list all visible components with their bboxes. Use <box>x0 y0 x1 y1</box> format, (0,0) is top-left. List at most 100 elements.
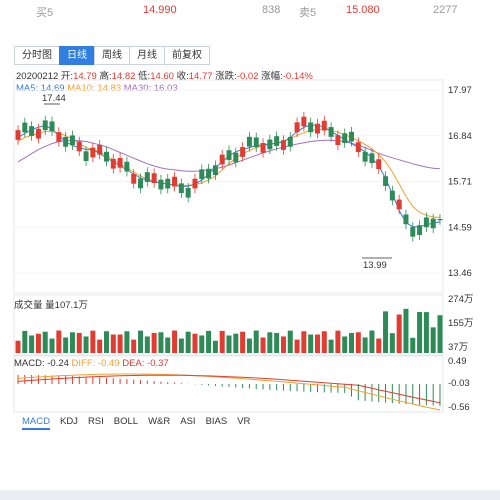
sell5-volume: 2277 <box>433 4 458 16</box>
y-tick-labels: 17.97 16.84 15.71 14.59 13.46 274万 155万 37万 0.49… <box>448 85 473 413</box>
volume-bar <box>430 327 436 353</box>
candle-body <box>417 225 423 235</box>
indicator-macd[interactable]: MACD <box>22 416 50 430</box>
candle-body <box>212 165 218 176</box>
y-tick-label: 13.46 <box>448 268 472 279</box>
candle-body <box>314 123 320 134</box>
volume-bar <box>172 330 178 353</box>
volume-bar <box>42 331 48 353</box>
candle-body <box>138 178 144 189</box>
volume-bar <box>369 330 375 353</box>
candle-body <box>69 135 75 146</box>
indicator-vr[interactable]: VR <box>237 416 251 427</box>
tab-daily[interactable]: 日线 <box>59 46 94 65</box>
volume-bar <box>158 332 164 353</box>
candle-body <box>151 173 157 184</box>
quote-row: 买5 14.990 838 卖5 15.080 2277 <box>0 0 500 20</box>
buy5-price: 14.990 <box>143 4 177 16</box>
indicator-boll[interactable]: BOLL <box>113 416 139 427</box>
candle-body <box>260 143 266 153</box>
candle-body <box>90 147 96 158</box>
volume-bar <box>178 338 184 353</box>
volume-bar <box>362 337 368 353</box>
candle-body <box>172 176 178 187</box>
candle-body <box>274 136 280 146</box>
volume-tick-label: 37万 <box>448 342 468 353</box>
volume-bar <box>383 311 389 353</box>
volume-bar <box>97 339 103 353</box>
volume-bar <box>15 340 21 353</box>
indicator-wr[interactable]: W&R <box>148 416 171 427</box>
sell5-price: 15.080 <box>346 4 380 16</box>
candle-body <box>294 122 300 133</box>
candle-body <box>124 161 130 172</box>
macd-lines <box>17 373 441 411</box>
volume-bar <box>335 330 341 353</box>
close-value: 14.77 <box>188 71 213 82</box>
candle-body <box>192 178 198 189</box>
y-tick-label: 15.71 <box>448 177 472 188</box>
candle-body <box>165 178 171 189</box>
candle-body <box>15 130 21 140</box>
volume-bar <box>69 332 75 353</box>
macd-value: MACD: -0.24 <box>14 358 69 369</box>
tab-weekly[interactable]: 周线 <box>94 46 129 65</box>
y-tick-label: 14.59 <box>448 222 472 233</box>
volume-bar <box>267 332 273 353</box>
candle-body <box>103 151 109 162</box>
tab-intraday[interactable]: 分时图 <box>14 46 59 65</box>
grid <box>14 89 443 274</box>
volume-bar <box>253 330 259 353</box>
volume-bar <box>389 333 395 353</box>
volume-bar <box>35 333 41 353</box>
volume-bar <box>301 331 307 353</box>
candle-body <box>287 136 293 147</box>
buy5-volume: 838 <box>262 4 281 16</box>
candle-body <box>301 116 307 127</box>
volume-bar <box>29 335 35 353</box>
candle-body <box>253 137 259 148</box>
tab-monthly[interactable]: 月线 <box>129 46 164 65</box>
candle-body <box>42 120 48 131</box>
ma30-legend: MA30: 16.03 <box>123 83 178 94</box>
candle-body <box>49 121 55 132</box>
indicator-asi[interactable]: ASI <box>180 416 196 427</box>
indicator-kdj[interactable]: KDJ <box>59 416 78 427</box>
candle-body <box>29 126 35 136</box>
volume-bar <box>417 311 423 353</box>
candle-body <box>389 190 395 201</box>
candle-body <box>83 151 89 162</box>
candle-body <box>280 140 286 150</box>
period-tabs: 分时图 日线 周线 月线 前复权 <box>14 46 210 65</box>
volume-bar <box>423 312 429 353</box>
volume-bar <box>22 330 28 353</box>
indicator-tabs: MACD KDJ RSI BOLL W&R ASI BIAS VR <box>22 416 250 430</box>
volume-bar <box>410 337 416 353</box>
candle-body <box>355 142 361 152</box>
candle-body <box>369 153 375 164</box>
indicator-rsi[interactable]: RSI <box>87 416 104 427</box>
info-date: 20200212 <box>16 71 59 82</box>
candle-body <box>349 131 355 142</box>
high-value: 14.82 <box>111 71 136 82</box>
volume-bar <box>56 330 62 353</box>
volume-bar <box>308 334 314 353</box>
candle-body <box>342 133 348 144</box>
candle-body <box>423 217 429 228</box>
macd-tick-label: -0.03 <box>448 378 470 389</box>
volume-bar <box>212 340 218 353</box>
candle-body <box>76 141 82 152</box>
tab-forward-adjusted[interactable]: 前复权 <box>164 46 210 65</box>
candle-body <box>240 147 246 157</box>
candle-body <box>246 136 252 147</box>
candle-body <box>97 144 103 155</box>
candle-body <box>206 168 212 179</box>
volume-bar <box>144 336 150 353</box>
volume-title: 成交量 <box>14 300 43 311</box>
pct-label: 涨幅: <box>261 71 283 82</box>
volume-bar <box>314 334 320 353</box>
volume-bar <box>226 335 232 353</box>
indicator-bias[interactable]: BIAS <box>205 416 228 427</box>
volume-bar <box>260 337 266 353</box>
